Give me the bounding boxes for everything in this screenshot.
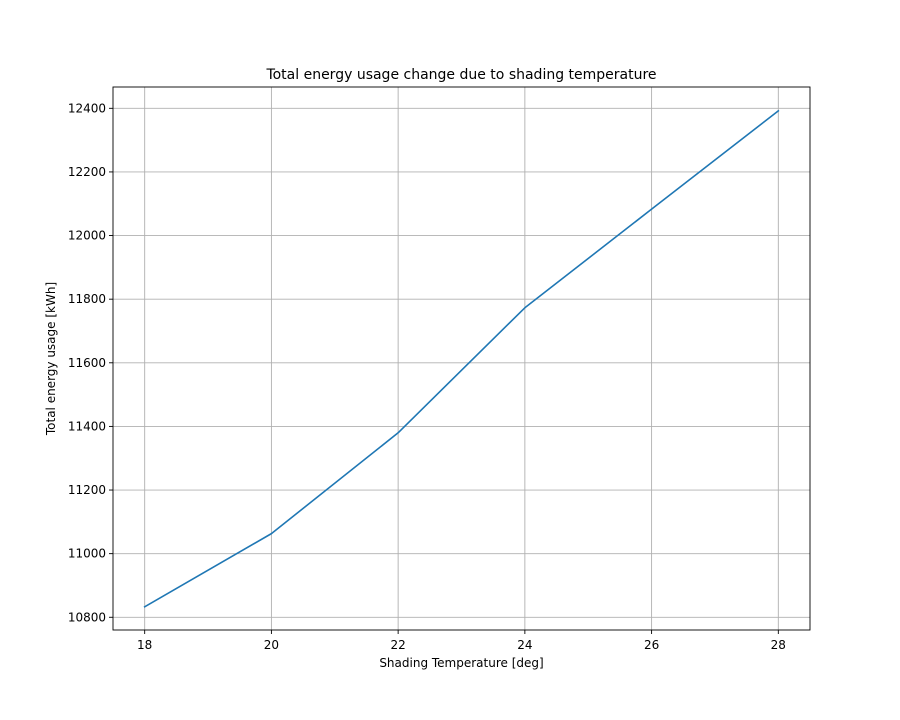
x-tick-label: 22 — [390, 638, 405, 652]
y-tick-label: 11000 — [68, 547, 106, 561]
y-tick-label: 12400 — [68, 101, 106, 115]
y-tick-label: 12000 — [68, 229, 106, 243]
series-line-0 — [143, 109, 780, 608]
y-tick-label: 11200 — [68, 483, 106, 497]
y-axis-label: Total energy usage [kWh] — [44, 282, 58, 436]
y-tick-label: 11800 — [68, 292, 106, 306]
x-axis-label: Shading Temperature [deg] — [379, 656, 543, 670]
grid-layer — [113, 87, 810, 630]
x-tick-label: 20 — [264, 638, 279, 652]
x-tick-label: 28 — [771, 638, 786, 652]
x-tick-label: 24 — [517, 638, 532, 652]
y-tick-label: 11600 — [68, 356, 106, 370]
x-tick-label: 26 — [644, 638, 659, 652]
x-tick-label: 18 — [137, 638, 152, 652]
y-tick-label: 12200 — [68, 165, 106, 179]
y-tick-label: 10800 — [68, 610, 106, 624]
series-layer — [143, 109, 780, 608]
y-tick-label: 11400 — [68, 419, 106, 433]
chart-title: Total energy usage change due to shading… — [265, 67, 656, 83]
plot-frame — [112, 86, 811, 631]
tick-layer: 18 20 22 24 26 28 10800 11000 11200 11400 11600 118… — [68, 101, 786, 652]
